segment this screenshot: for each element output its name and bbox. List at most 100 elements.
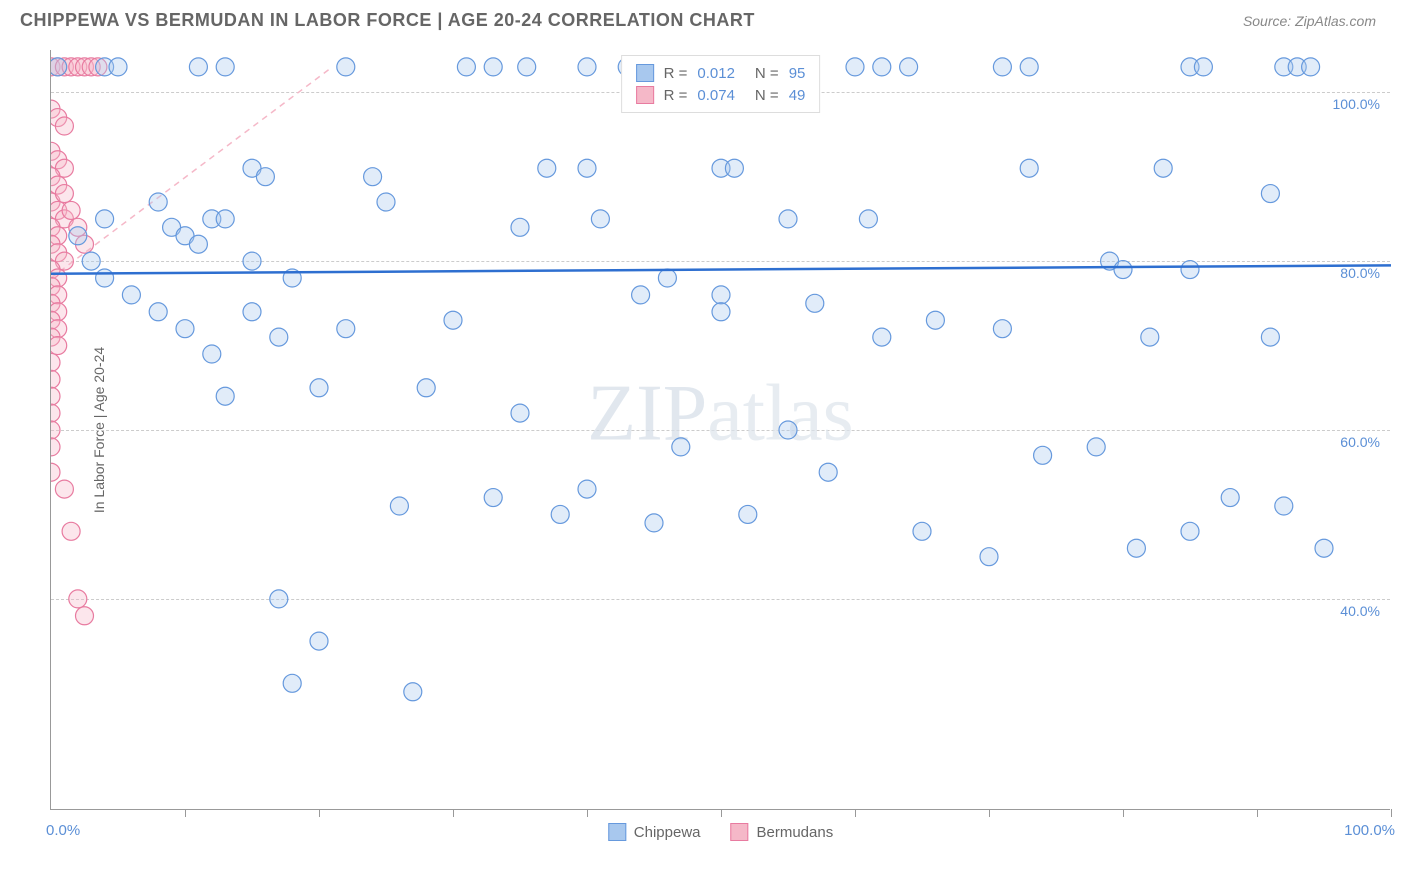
data-point — [1114, 261, 1132, 279]
legend-swatch-chippewa — [636, 64, 654, 82]
data-point — [122, 286, 140, 304]
data-point — [578, 480, 596, 498]
data-point — [1194, 58, 1212, 76]
data-point — [511, 218, 529, 236]
data-point — [484, 489, 502, 507]
data-point — [1261, 328, 1279, 346]
data-point — [484, 58, 502, 76]
data-point — [846, 58, 864, 76]
scatter-svg — [51, 50, 1391, 810]
data-point — [51, 353, 60, 371]
data-point — [270, 590, 288, 608]
data-point — [216, 58, 234, 76]
legend-swatch-icon — [731, 823, 749, 841]
x-tick — [453, 809, 454, 817]
x-tick — [185, 809, 186, 817]
data-point — [712, 303, 730, 321]
data-point — [632, 286, 650, 304]
x-tick — [587, 809, 588, 817]
legend-label: Bermudans — [757, 824, 834, 841]
data-point — [900, 58, 918, 76]
data-point — [873, 328, 891, 346]
data-point — [913, 522, 931, 540]
n-value-chippewa: 95 — [789, 65, 806, 82]
r-value-bermudans: 0.074 — [697, 87, 735, 104]
legend-item-bermudans: Bermudans — [731, 823, 834, 841]
data-point — [109, 58, 127, 76]
data-point — [377, 193, 395, 211]
legend-swatch-bermudans — [636, 86, 654, 104]
data-point — [76, 607, 94, 625]
data-point — [1261, 185, 1279, 203]
r-label: R = — [664, 65, 688, 82]
data-point — [51, 463, 60, 481]
correlation-legend: R = 0.012 N = 95 R = 0.074 N = 49 — [621, 55, 821, 113]
data-point — [578, 159, 596, 177]
data-point — [337, 320, 355, 338]
data-point — [51, 370, 60, 388]
data-point — [203, 345, 221, 363]
data-point — [149, 193, 167, 211]
data-point — [645, 514, 663, 532]
data-point — [337, 58, 355, 76]
data-point — [538, 159, 556, 177]
data-point — [51, 337, 67, 355]
x-tick — [721, 809, 722, 817]
series-legend: Chippewa Bermudans — [608, 823, 833, 841]
correlation-row-1: R = 0.012 N = 95 — [636, 62, 806, 84]
data-point — [712, 286, 730, 304]
data-point — [1020, 58, 1038, 76]
data-point — [873, 58, 891, 76]
legend-item-chippewa: Chippewa — [608, 823, 701, 841]
data-point — [993, 320, 1011, 338]
n-label: N = — [755, 65, 779, 82]
data-point — [364, 168, 382, 186]
data-point — [725, 159, 743, 177]
data-point — [1275, 497, 1293, 515]
data-point — [310, 632, 328, 650]
data-point — [270, 328, 288, 346]
data-point — [1302, 58, 1320, 76]
legend-swatch-icon — [608, 823, 626, 841]
data-point — [551, 505, 569, 523]
data-point — [1087, 438, 1105, 456]
data-point — [62, 522, 80, 540]
data-point — [444, 311, 462, 329]
data-point — [256, 168, 274, 186]
x-axis-min-label: 0.0% — [46, 822, 80, 839]
data-point — [189, 58, 207, 76]
data-point — [55, 480, 73, 498]
plot-area: In Labor Force | Age 20-24 40.0%60.0%80.… — [50, 50, 1390, 810]
data-point — [1034, 446, 1052, 464]
x-tick — [1391, 809, 1392, 817]
data-point — [51, 387, 60, 405]
chart-header: CHIPPEWA VS BERMUDAN IN LABOR FORCE | AG… — [0, 0, 1406, 41]
data-point — [51, 438, 60, 456]
data-point — [591, 210, 609, 228]
data-point — [859, 210, 877, 228]
x-tick — [989, 809, 990, 817]
n-value-bermudans: 49 — [789, 87, 806, 104]
data-point — [980, 548, 998, 566]
x-tick — [319, 809, 320, 817]
chart-title: CHIPPEWA VS BERMUDAN IN LABOR FORCE | AG… — [20, 10, 755, 31]
legend-label: Chippewa — [634, 824, 701, 841]
data-point — [926, 311, 944, 329]
data-point — [82, 252, 100, 270]
data-point — [806, 294, 824, 312]
data-point — [55, 185, 73, 203]
data-point — [739, 505, 757, 523]
data-point — [69, 590, 87, 608]
data-point — [1315, 539, 1333, 557]
n-label: N = — [755, 87, 779, 104]
data-point — [457, 58, 475, 76]
data-point — [658, 269, 676, 287]
data-point — [51, 58, 67, 76]
data-point — [1020, 159, 1038, 177]
r-value-chippewa: 0.012 — [697, 65, 735, 82]
data-point — [1154, 159, 1172, 177]
data-point — [1221, 489, 1239, 507]
data-point — [993, 58, 1011, 76]
data-point — [189, 235, 207, 253]
data-point — [283, 674, 301, 692]
